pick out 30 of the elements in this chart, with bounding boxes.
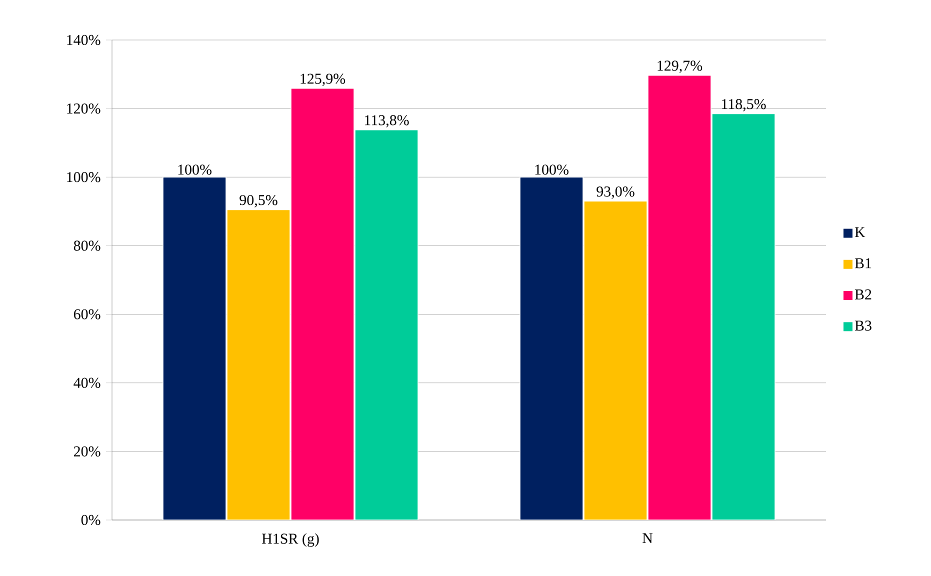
legend-label: K [854, 227, 866, 238]
data-label: 129,7% [658, 60, 702, 73]
data-label: 93,0% [596, 186, 634, 199]
bar [648, 74, 712, 520]
bar [290, 88, 354, 520]
y-tick-label: 120% [67, 103, 100, 114]
data-label: 100% [535, 164, 568, 175]
data-label: 118,5% [722, 99, 766, 112]
legend-label: B3 [854, 320, 872, 331]
y-tick-label: 100% [67, 172, 100, 182]
y-tick-label: 20% [74, 446, 100, 457]
bar [712, 113, 776, 520]
bar [354, 129, 418, 520]
y-tick-label: 60% [74, 309, 100, 320]
bar [520, 176, 584, 520]
legend-label: B1 [854, 258, 872, 268]
y-tick-label: 40% [74, 378, 100, 388]
x-tick-label: H1SR (g) [262, 533, 319, 547]
legend-label: B2 [854, 289, 872, 300]
y-tick-label: 140% [67, 34, 100, 46]
data-label: 113,8% [364, 115, 409, 128]
bar [226, 209, 290, 520]
data-label: 100% [178, 164, 212, 175]
data-label: 90,5% [240, 195, 278, 208]
bar [162, 176, 226, 520]
data-label: 125,9% [300, 74, 346, 86]
y-tick-label: 0% [81, 514, 100, 526]
y-tick-label: 80% [74, 240, 100, 251]
x-tick-label: N [642, 533, 653, 544]
bar [584, 200, 648, 520]
